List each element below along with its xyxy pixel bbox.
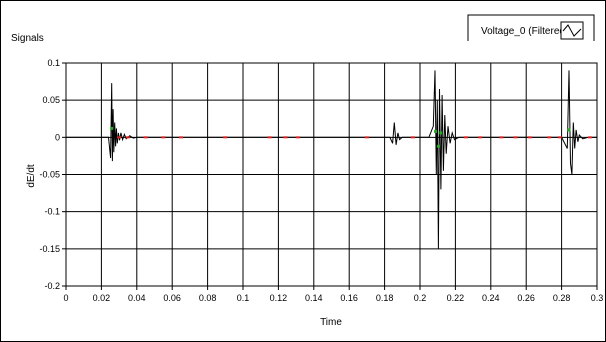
x-tick-label: 0.02 [93,293,111,303]
series-line [66,70,597,249]
x-tick-label: 0.12 [270,293,288,303]
x-tick-label: 0.18 [376,293,394,303]
x-tick-label: 0.28 [553,293,571,303]
x-tick-label: 0.16 [340,293,358,303]
y-tick-labels: 0.1 0.05 0 -0.05 -0.1 -0.15 -0.2 [39,58,60,291]
x-tick-label: 0.14 [305,293,323,303]
y-axis-label: dE/dt [26,164,37,188]
y-tick-label: -0.2 [44,281,60,291]
legend-frame [467,14,595,41]
y-tick-label: -0.1 [44,207,60,217]
x-tick-label: 0.22 [447,293,465,303]
y-tick-label: 0.1 [47,58,60,68]
x-tick-label: 0.06 [163,293,181,303]
x-tick-label: 0.08 [199,293,217,303]
chart-title: Signals [11,33,44,44]
legend-box [473,19,585,41]
legend[interactable]: Voltage_0 (Filtered) [467,14,595,41]
x-tick-label: 0 [63,293,68,303]
x-axis-label: Time [320,317,342,328]
legend-label: Voltage_0 (Filtered) [481,26,568,37]
green-marker [439,131,443,135]
x-tick-label: 0.2 [414,293,427,303]
x-tick-label: 0.1 [237,293,250,303]
y-tick-label: 0.05 [42,95,60,105]
x-tick-label: 0.04 [128,293,146,303]
ticks [62,62,598,290]
y-tick-label: -0.15 [39,244,60,254]
green-marker [434,129,438,133]
x-tick-label: 0.3 [591,293,604,303]
green-marker [110,126,114,130]
x-tick-label: 0.26 [517,293,535,303]
y-tick-label: -0.05 [39,170,60,180]
grid [65,62,598,287]
x-tick-label: 0.24 [482,293,500,303]
green-marker [436,144,440,148]
x-tick-labels: 0 0.02 0.04 0.06 0.08 0.1 0.12 0.14 0.16 0.18 0.2 0… [63,293,603,303]
green-marker [567,128,571,132]
y-tick-label: 0 [55,132,60,142]
series-markers [110,126,592,148]
waveform-icon [562,24,582,37]
